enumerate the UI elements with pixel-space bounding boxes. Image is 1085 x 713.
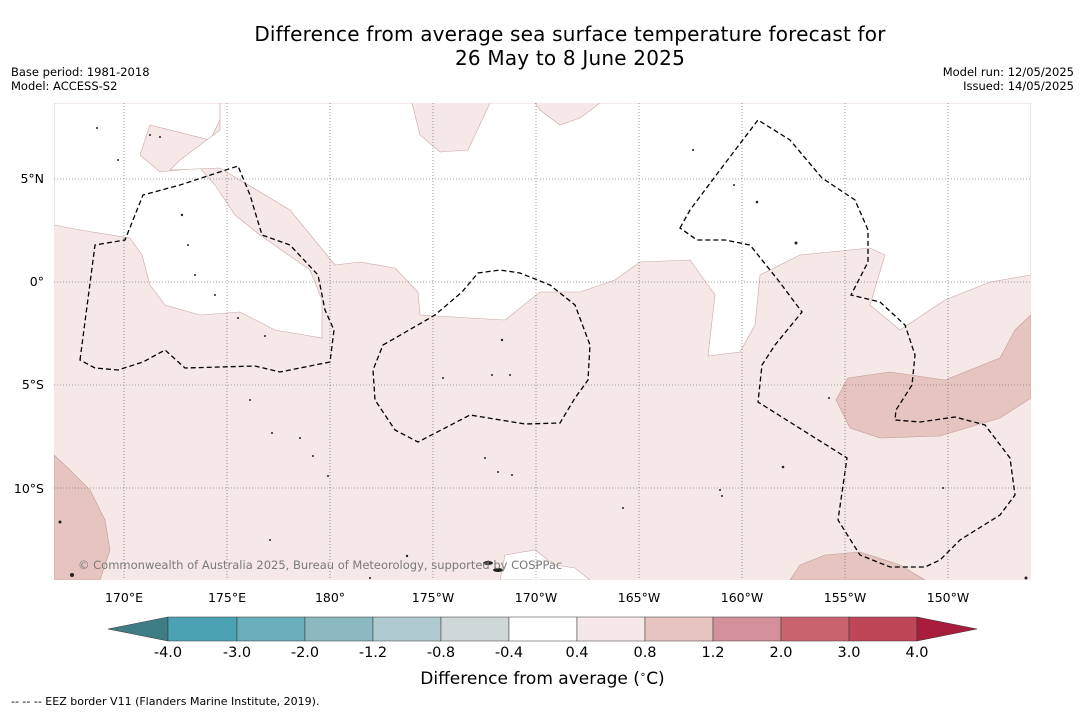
colorbar-tick-label: 0.8 bbox=[633, 645, 657, 661]
run-info: Model run: 12/05/2025 Issued: 14/05/2025 bbox=[943, 65, 1074, 93]
colorbar-segment-11 bbox=[848, 616, 918, 642]
colorbar-segment-8 bbox=[644, 616, 714, 642]
colorbar-segment-3 bbox=[304, 616, 374, 642]
lat-label-10s: 10°S bbox=[13, 481, 44, 496]
colorbar-segment-9 bbox=[712, 616, 782, 642]
model-run-date: Model run: 12/05/2025 bbox=[942, 65, 1074, 79]
colorbar-tick-label: -1.2 bbox=[358, 645, 388, 661]
base-info: Base period: 1981-2018 Model: ACCESS-S2 bbox=[11, 65, 150, 93]
colorbar-tick-label: 2.0 bbox=[769, 645, 793, 661]
colorbar-tick-label: 0.4 bbox=[565, 645, 589, 661]
colorbar-segment-10 bbox=[780, 616, 850, 642]
lon-label-165w: 165°W bbox=[617, 590, 661, 605]
anomaly-white-area-west bbox=[54, 103, 323, 339]
grid-lines bbox=[54, 103, 1031, 580]
anomaly-white-area-north bbox=[169, 103, 1031, 357]
lon-label-170e: 170°E bbox=[104, 590, 143, 605]
colorbar-title: Difference from average (∘C) bbox=[420, 669, 665, 689]
colorbar-segment-2 bbox=[236, 616, 306, 642]
colorbar-tick-label: -2.0 bbox=[290, 645, 320, 661]
colorbar-segment-6 bbox=[508, 616, 578, 642]
eez-borders bbox=[79, 119, 1016, 568]
colorbar-segment-4 bbox=[372, 616, 442, 642]
island-markers bbox=[58, 127, 1028, 580]
chart-title: Difference from average sea surface temp… bbox=[0, 22, 1085, 70]
lat-label-5s: 5°S bbox=[21, 377, 44, 392]
colorbar-max-extend bbox=[916, 616, 978, 642]
colorbar-segment-5 bbox=[440, 616, 510, 642]
colorbar-tick-label: 1.2 bbox=[701, 645, 725, 661]
title-line-2: 26 May to 8 June 2025 bbox=[454, 46, 686, 70]
anomaly-white-area-south bbox=[499, 549, 591, 580]
colorbar-tick-label: -0.4 bbox=[494, 645, 524, 661]
lat-label-0: 0° bbox=[29, 274, 44, 289]
model-name: Model: ACCESS-S2 bbox=[11, 79, 118, 93]
anomaly-warm-area-southwest bbox=[54, 454, 111, 580]
colorbar-segment-7 bbox=[576, 616, 646, 642]
lon-label-175w: 175°W bbox=[411, 590, 455, 605]
colorbar-tick-label: -4.0 bbox=[153, 645, 183, 661]
lon-label-155w: 155°W bbox=[823, 590, 867, 605]
eez-legend-note: -- -- -- EEZ border V11 (Flanders Marine… bbox=[11, 695, 320, 708]
lon-label-170w: 170°W bbox=[514, 590, 558, 605]
colorbar-tick-label: -0.8 bbox=[426, 645, 456, 661]
lon-label-180: 180° bbox=[314, 590, 346, 605]
colorbar bbox=[107, 616, 978, 642]
issued-date: Issued: 14/05/2025 bbox=[963, 79, 1074, 93]
lon-label-150w: 150°W bbox=[926, 590, 970, 605]
colorbar-segment-1 bbox=[167, 616, 238, 642]
colorbar-tick-label: 3.0 bbox=[837, 645, 861, 661]
colorbar-tick-label: 4.0 bbox=[905, 645, 929, 661]
copyright-notice: © Commonwealth of Australia 2025, Bureau… bbox=[78, 558, 563, 572]
colorbar-min-extend bbox=[107, 616, 169, 642]
base-period: Base period: 1981-2018 bbox=[11, 65, 150, 79]
lat-label-5n: 5°N bbox=[20, 171, 44, 186]
anomaly-warm-area-east bbox=[835, 314, 1031, 439]
anomaly-warm-area-southeast bbox=[789, 551, 926, 580]
lon-label-160w: 160°W bbox=[720, 590, 764, 605]
lon-label-175e: 175°E bbox=[207, 590, 246, 605]
colorbar-tick-label: -3.0 bbox=[222, 645, 252, 661]
title-line-1: Difference from average sea surface temp… bbox=[254, 22, 886, 46]
